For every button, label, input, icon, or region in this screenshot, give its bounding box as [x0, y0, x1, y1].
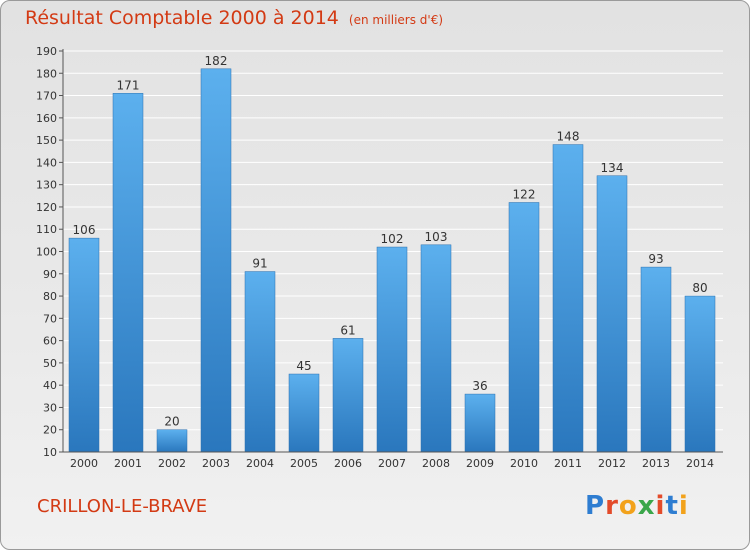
y-tick-label: 30	[43, 401, 57, 414]
x-tick-label: 2007	[378, 457, 406, 470]
commune-name: CRILLON-LE-BRAVE	[37, 496, 208, 517]
bar-value-label: 61	[340, 323, 355, 337]
logo-letter: t	[665, 491, 679, 521]
x-axis-ticks: 2000 2001 2002 2003 2004 2005 2006 2007 2008 2009…	[70, 457, 714, 470]
bar-value-label: 80	[692, 281, 707, 295]
logo-letter: i	[655, 491, 666, 521]
x-tick-label: 2006	[334, 457, 362, 470]
bar-value-label: 103	[425, 230, 448, 244]
y-tick-label: 10	[43, 446, 57, 459]
y-tick-label: 90	[43, 268, 57, 281]
y-tick-label: 100	[36, 246, 57, 259]
x-tick-label: 2001	[114, 457, 142, 470]
bar-value-label: 20	[164, 415, 179, 429]
y-tick-label: 40	[43, 379, 57, 392]
bar-2009	[464, 393, 496, 453]
bar-value-label: 102	[381, 232, 404, 246]
x-tick-label: 2013	[642, 457, 670, 470]
bar-2003	[200, 68, 232, 453]
bar-2011	[552, 144, 584, 453]
bar-value-label: 36	[472, 379, 487, 393]
bar-2006	[332, 338, 364, 453]
bar-2000	[68, 237, 100, 453]
chart-subtitle: (en milliers d'€)	[348, 13, 444, 27]
y-tick-label: 180	[36, 67, 57, 80]
x-tick-label: 2009	[466, 457, 494, 470]
bar-2012	[596, 175, 628, 453]
y-tick-label: 170	[36, 90, 57, 103]
logo-letter: P	[585, 491, 606, 521]
bar-value-label: 45	[296, 359, 311, 373]
bar-value-label: 182	[205, 54, 228, 68]
bar-value-label: 134	[601, 161, 624, 175]
bar-2001	[112, 93, 144, 453]
bar-value-label: 106	[73, 223, 96, 237]
y-tick-label: 160	[36, 112, 57, 125]
bar-value-label: 122	[513, 187, 536, 201]
bar-2002	[156, 429, 188, 453]
y-tick-label: 60	[43, 335, 57, 348]
x-tick-label: 2004	[246, 457, 274, 470]
y-tick-label: 110	[36, 223, 57, 236]
bar-2014	[684, 295, 716, 453]
bar-2004	[244, 271, 276, 453]
logo-letter: o	[618, 491, 638, 521]
y-tick-label: 20	[43, 424, 57, 437]
logo-letter: r	[605, 491, 619, 521]
x-tick-label: 2012	[598, 457, 626, 470]
bar-2008	[420, 244, 452, 453]
bar-2005	[288, 373, 320, 453]
bar-value-label: 93	[648, 252, 663, 266]
y-tick-label: 150	[36, 134, 57, 147]
y-axis-ticks: 10 20 30 40 50 60 70 80 90 100 110 120 130 140 150 160 1…	[36, 45, 63, 459]
y-tick-label: 120	[36, 201, 57, 214]
x-tick-label: 2002	[158, 457, 186, 470]
x-tick-label: 2000	[70, 457, 98, 470]
bar-value-label: 171	[117, 78, 140, 92]
bars	[68, 68, 716, 453]
x-tick-label: 2014	[686, 457, 714, 470]
y-tick-label: 80	[43, 290, 57, 303]
proxiti-logo: Proxiti	[585, 491, 689, 521]
y-tick-label: 50	[43, 357, 57, 370]
bar-2010	[508, 202, 540, 453]
y-tick-label: 70	[43, 312, 57, 325]
y-tick-label: 190	[36, 45, 57, 58]
x-tick-label: 2011	[554, 457, 582, 470]
bar-2013	[640, 266, 672, 453]
x-tick-label: 2005	[290, 457, 318, 470]
bar-value-label: 91	[252, 257, 267, 271]
chart-title-text: Résultat Comptable 2000 à 2014	[25, 7, 339, 29]
chart-title: Résultat Comptable 2000 à 2014 (en millie…	[25, 7, 443, 29]
x-tick-label: 2003	[202, 457, 230, 470]
bar-value-label: 148	[557, 130, 580, 144]
x-tick-label: 2008	[422, 457, 450, 470]
y-tick-label: 140	[36, 156, 57, 169]
logo-letter: x	[637, 491, 656, 521]
bar-value-labels: 106 171 20 182 91 45 61 102 103 36 122 148 134 93 80	[73, 54, 708, 429]
logo-letter: i	[678, 491, 689, 521]
x-tick-label: 2010	[510, 457, 538, 470]
y-tick-label: 130	[36, 179, 57, 192]
bar-2007	[376, 246, 408, 453]
